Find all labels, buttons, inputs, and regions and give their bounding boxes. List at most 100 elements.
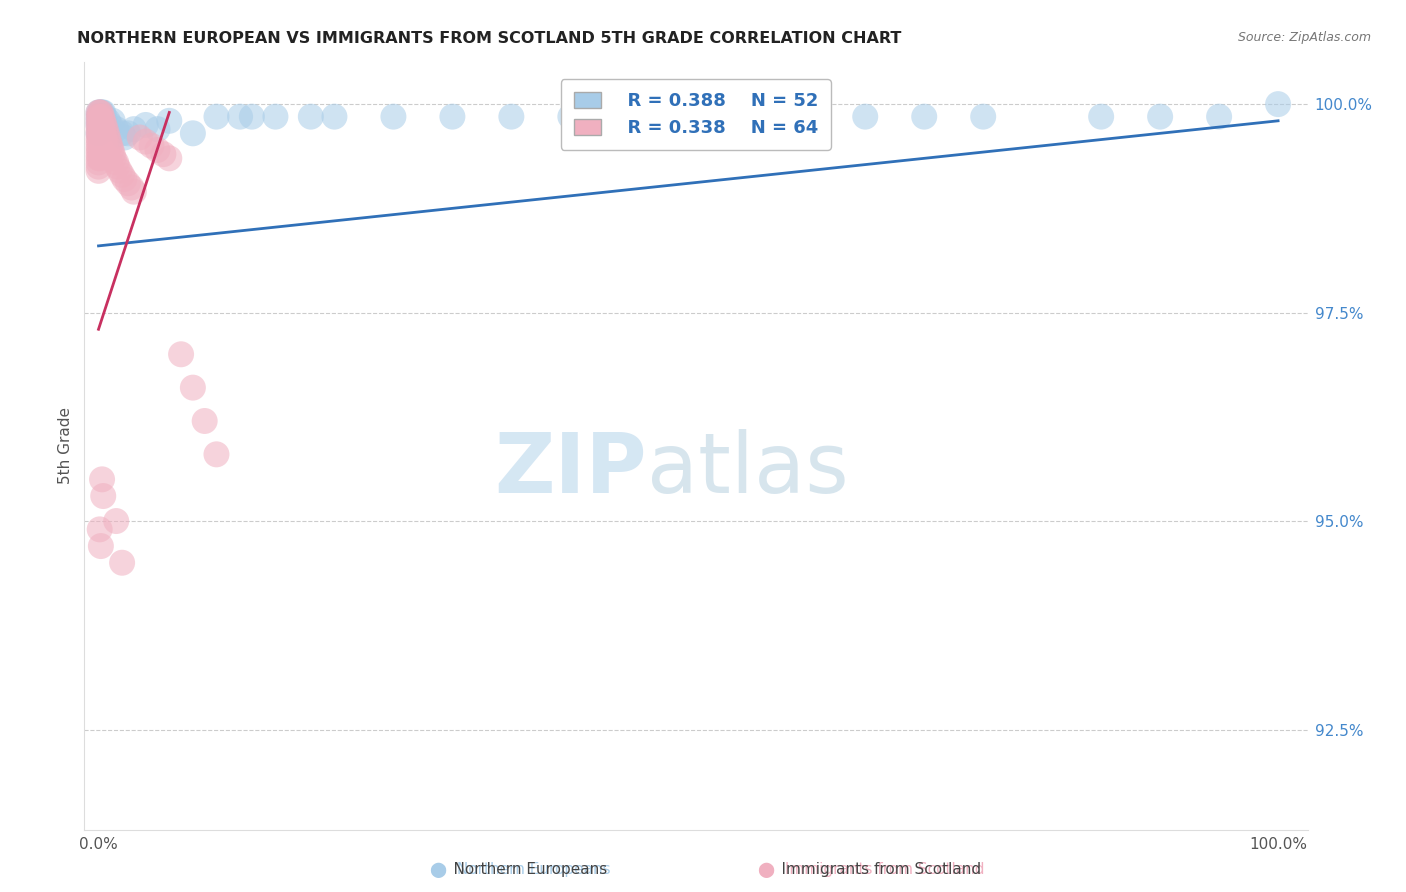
Point [90,539,112,553]
Point [89,135,111,149]
Point [299,110,322,124]
Point [96,126,118,140]
Point [89,126,111,140]
Point [194,414,217,428]
Point [97,130,120,145]
Point [1090,110,1112,124]
Text: ⬤  Northern Europeans: ⬤ Northern Europeans [430,862,610,878]
Point [91,113,114,128]
Point [101,147,124,161]
Point [91,489,114,503]
Point [111,168,134,182]
Point [181,126,204,140]
Point [98,138,121,153]
Text: Northern Europeans: Northern Europeans [433,863,607,877]
Point [90,130,112,145]
Point [117,126,139,140]
Point [89,122,111,136]
Point [89,113,111,128]
Point [91,113,114,128]
Point [87,155,110,169]
Point [501,110,523,124]
Point [111,556,134,570]
Point [90,122,112,136]
Point [114,172,136,186]
Point [93,130,115,145]
Point [89,110,111,124]
Point [91,105,114,120]
Point [91,110,114,124]
Point [87,135,110,149]
Point [87,118,110,132]
Point [90,105,112,120]
Text: ZIP: ZIP [495,428,647,509]
Point [141,138,163,153]
Point [91,122,114,136]
Point [96,118,118,132]
Legend:   R = 0.388    N = 52,   R = 0.338    N = 64: R = 0.388 N = 52, R = 0.338 N = 64 [561,79,831,150]
Point [87,126,110,140]
Point [122,185,145,199]
Point [87,151,110,165]
Point [1149,110,1171,124]
Point [1208,110,1230,124]
Point [90,105,112,120]
Point [89,151,111,165]
Point [91,118,114,132]
Point [91,472,114,486]
Point [181,381,204,395]
Point [105,155,128,169]
Point [382,110,405,124]
Text: atlas: atlas [647,428,849,509]
Point [128,130,150,145]
Point [794,110,817,124]
Point [87,130,110,145]
Text: ⬤  Immigrants from Scotland: ⬤ Immigrants from Scotland [758,862,986,878]
Point [93,118,115,132]
Point [229,110,252,124]
Point [1267,97,1289,112]
Point [89,110,111,124]
Point [101,113,124,128]
Point [912,110,935,124]
Point [441,110,464,124]
Point [91,105,114,120]
Point [89,105,111,120]
Point [87,110,110,124]
Point [264,110,287,124]
Point [205,447,228,461]
Point [972,110,994,124]
Point [97,113,120,128]
Point [87,138,110,153]
Y-axis label: 5th Grade: 5th Grade [58,408,73,484]
Point [121,180,143,194]
Point [111,126,134,140]
Point [114,130,136,145]
Point [87,110,110,124]
Point [205,110,228,124]
Point [146,122,169,136]
Point [89,118,111,132]
Point [94,122,117,136]
Point [91,126,114,140]
Point [91,118,114,132]
Point [89,105,111,120]
Point [105,514,128,528]
Point [89,143,111,157]
Point [100,143,122,157]
Point [619,110,641,124]
Point [117,177,139,191]
Point [87,160,110,174]
Point [87,122,110,136]
Point [87,126,110,140]
Point [87,118,110,132]
Point [170,347,193,361]
Point [90,113,112,128]
Point [90,118,112,132]
Point [735,110,758,124]
Point [157,113,180,128]
Point [122,122,145,136]
Text: Immigrants from Scotland: Immigrants from Scotland [762,863,981,877]
Point [105,122,128,136]
Point [87,105,110,120]
